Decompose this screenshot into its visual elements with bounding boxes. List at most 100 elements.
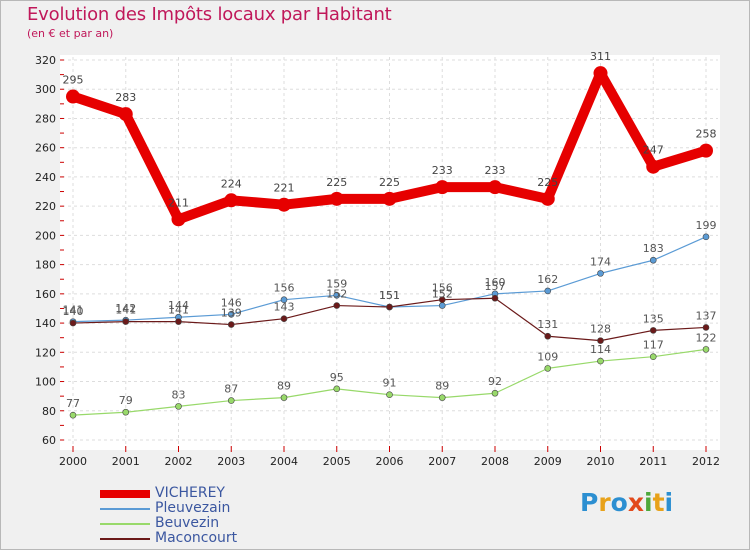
data-point	[593, 66, 608, 81]
legend-label: Pleuvezain	[155, 500, 231, 516]
legend-item-maconcourt: Maconcourt	[100, 531, 237, 546]
data-label: 199	[696, 219, 717, 232]
data-label: 117	[643, 339, 664, 352]
data-point	[227, 321, 235, 328]
y-tick-label: 160	[35, 288, 56, 301]
legend-swatch	[100, 507, 150, 510]
data-label: 152	[432, 288, 453, 301]
data-label: 143	[274, 301, 295, 314]
data-point	[702, 233, 710, 241]
data-label: 128	[590, 323, 611, 336]
chart-subtitle: (en € et par an)	[27, 27, 114, 40]
plot-area	[60, 55, 720, 450]
data-point	[699, 143, 713, 158]
data-label: 91	[383, 377, 397, 390]
x-tick-label: 2010	[587, 455, 615, 468]
data-point	[382, 191, 397, 206]
data-label: 225	[537, 176, 558, 189]
data-point	[175, 403, 182, 410]
x-tick-label: 2001	[112, 455, 140, 468]
data-point	[702, 346, 710, 353]
data-label: 174	[590, 255, 611, 268]
legend: VICHEREY Pleuvezain Beuvezin Maconcourt	[100, 486, 237, 546]
x-tick-label: 2004	[270, 455, 298, 468]
data-label: 137	[696, 309, 717, 322]
data-label: 224	[221, 177, 242, 190]
y-tick-label: 80	[42, 405, 56, 418]
data-point	[438, 394, 446, 401]
logo-letter: o	[610, 488, 628, 517]
x-tick-label: 2005	[323, 455, 351, 468]
data-point	[386, 391, 393, 398]
data-label: 183	[643, 242, 664, 255]
data-label: 142	[115, 302, 136, 315]
legend-item-vicherey: VICHEREY	[100, 486, 237, 501]
data-point	[491, 389, 499, 397]
data-label: 162	[537, 273, 558, 286]
data-point	[118, 107, 133, 122]
data-point	[227, 397, 235, 404]
proxiti-logo: Proxiti	[580, 488, 673, 517]
data-label: 225	[379, 176, 400, 189]
logo-letter: r	[598, 488, 611, 517]
legend-swatch	[100, 537, 150, 540]
x-tick-label: 2009	[534, 455, 562, 468]
data-label: 160	[485, 276, 506, 289]
data-point	[491, 294, 499, 302]
data-label: 247	[643, 144, 664, 157]
data-point	[122, 408, 130, 416]
data-point	[277, 197, 291, 212]
data-point	[333, 302, 341, 309]
data-point	[227, 311, 235, 318]
data-point	[171, 212, 186, 227]
data-label: 311	[590, 50, 611, 63]
data-label: 140	[63, 305, 84, 318]
logo-letter: x	[627, 488, 644, 517]
y-tick-label: 280	[35, 112, 56, 125]
data-point	[333, 292, 341, 299]
data-point	[544, 287, 552, 295]
data-label: 139	[221, 307, 242, 320]
data-point	[122, 318, 130, 325]
data-point	[435, 180, 450, 195]
data-label: 141	[63, 304, 84, 317]
data-label: 151	[379, 289, 400, 302]
logo-letter: P	[580, 488, 599, 517]
data-point	[649, 353, 657, 360]
legend-swatch	[100, 489, 150, 498]
chart-title: Evolution des Impôts locaux par Habitant	[27, 4, 392, 25]
x-tick-label: 2006	[376, 455, 404, 468]
data-label: 295	[63, 74, 84, 87]
data-label: 79	[119, 394, 133, 407]
legend-swatch	[100, 522, 150, 525]
data-point	[544, 365, 552, 372]
data-point	[597, 270, 604, 277]
data-label: 225	[326, 176, 347, 189]
data-label: 122	[696, 331, 717, 344]
data-label: 211	[168, 196, 189, 209]
data-point	[438, 296, 446, 303]
data-point	[66, 89, 80, 104]
data-label: 146	[221, 296, 242, 309]
data-label: 87	[224, 383, 238, 396]
data-label: 89	[277, 380, 291, 393]
logo-letter: i	[644, 488, 653, 517]
data-label: 157	[485, 280, 506, 293]
data-point	[438, 302, 446, 309]
x-tick-label: 2002	[165, 455, 193, 468]
y-tick-label: 120	[35, 346, 56, 359]
data-label: 95	[330, 371, 344, 384]
data-point	[175, 318, 182, 325]
legend-label: VICHEREY	[155, 485, 225, 501]
y-tick-label: 220	[35, 200, 56, 213]
data-label: 83	[172, 388, 186, 401]
legend-label: Beuvezin	[155, 515, 220, 531]
data-label: 283	[115, 91, 136, 104]
x-tick-label: 2000	[59, 455, 87, 468]
data-point	[224, 193, 239, 208]
data-point	[597, 357, 604, 365]
data-label: 109	[537, 350, 558, 363]
data-label: 156	[432, 282, 453, 295]
data-label: 141	[115, 304, 136, 317]
y-tick-label: 200	[35, 229, 56, 242]
